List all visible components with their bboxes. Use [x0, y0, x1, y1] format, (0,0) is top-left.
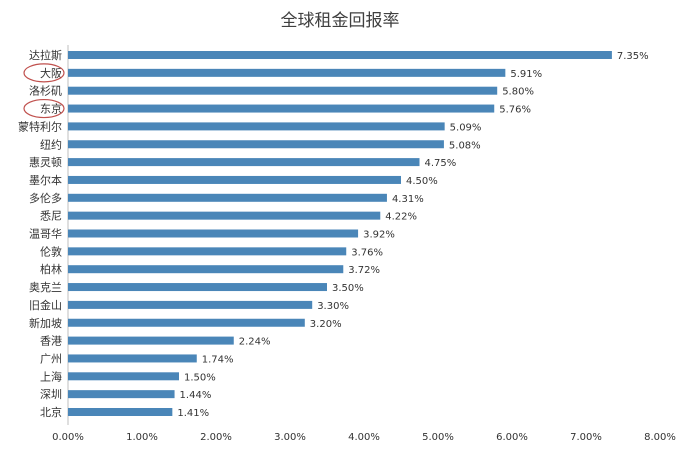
bar	[68, 229, 359, 238]
category-label: 新加坡	[29, 316, 62, 330]
bar	[68, 354, 197, 363]
category-label: 蒙特利尔	[18, 119, 62, 133]
bar	[68, 51, 612, 59]
category-label: 香港	[40, 335, 62, 348]
bar	[68, 158, 420, 167]
value-label: 4.50%	[406, 176, 438, 187]
bar	[68, 68, 506, 77]
bar	[68, 283, 327, 292]
value-label: 7.35%	[617, 51, 649, 62]
category-label: 达拉斯	[29, 48, 62, 62]
bar	[68, 265, 344, 274]
value-label: 3.92%	[363, 230, 395, 241]
bar	[68, 140, 444, 149]
value-label: 5.08%	[449, 140, 481, 151]
category-label: 旧金山	[29, 298, 62, 312]
bar	[68, 247, 347, 256]
category-label: 深圳	[40, 388, 62, 401]
x-tick-label: 8.00%	[644, 432, 676, 443]
category-label: 上海	[40, 369, 62, 383]
value-label: 5.76%	[499, 105, 531, 116]
category-label: 多伦多	[29, 191, 62, 205]
category-label: 纽约	[40, 137, 62, 151]
category-label: 奥克兰	[29, 280, 62, 294]
x-tick-label: 1.00%	[126, 432, 158, 443]
value-label: 4.22%	[385, 212, 417, 223]
category-label: 大阪	[40, 66, 62, 80]
highlight-circle	[23, 98, 65, 119]
value-label: 3.76%	[351, 247, 383, 258]
value-label: 3.72%	[348, 265, 380, 276]
category-label: 洛杉矶	[29, 84, 62, 98]
category-label: 悉尼	[40, 210, 62, 223]
bar	[68, 372, 179, 381]
x-tick-label: 7.00%	[570, 432, 602, 443]
highlight-circle	[23, 63, 65, 83]
bar	[68, 122, 445, 131]
category-label: 伦敦	[40, 244, 62, 258]
x-tick-label: 4.00%	[348, 432, 380, 443]
value-label: 1.44%	[180, 390, 212, 401]
value-label: 5.09%	[450, 122, 482, 133]
value-label: 5.91%	[510, 69, 542, 80]
x-tick-label: 6.00%	[496, 432, 528, 443]
category-label: 柏林	[40, 262, 62, 276]
category-label: 广州	[40, 352, 62, 365]
value-label: 3.30%	[317, 301, 349, 312]
x-tick-label: 2.00%	[200, 432, 232, 443]
value-label: 5.80%	[502, 87, 534, 98]
x-tick-label: 0.00%	[52, 432, 84, 443]
bar	[68, 211, 381, 220]
category-label: 温哥华	[29, 227, 62, 241]
chart-title: 全球租金回报率	[280, 11, 400, 31]
value-label: 2.24%	[239, 337, 271, 348]
value-label: 3.50%	[332, 283, 364, 294]
value-label: 3.20%	[310, 319, 342, 330]
bar	[68, 104, 495, 113]
bar	[68, 300, 313, 309]
bar	[68, 390, 175, 399]
x-tick-label: 5.00%	[422, 432, 454, 443]
value-label: 4.75%	[425, 158, 457, 169]
value-label: 1.74%	[202, 354, 234, 365]
category-label: 东京	[40, 102, 62, 116]
category-label: 北京	[40, 405, 62, 419]
bar	[68, 318, 305, 327]
value-label: 1.50%	[184, 372, 216, 383]
bar	[68, 193, 387, 202]
value-label: 4.31%	[392, 194, 424, 205]
category-label: 惠灵顿	[29, 155, 62, 169]
category-label: 墨尔本	[29, 173, 62, 187]
bar	[68, 408, 173, 416]
bar	[68, 86, 498, 95]
x-tick-label: 3.00%	[274, 432, 306, 443]
bar	[68, 175, 401, 184]
bar	[68, 336, 234, 345]
value-label: 1.41%	[177, 408, 209, 419]
